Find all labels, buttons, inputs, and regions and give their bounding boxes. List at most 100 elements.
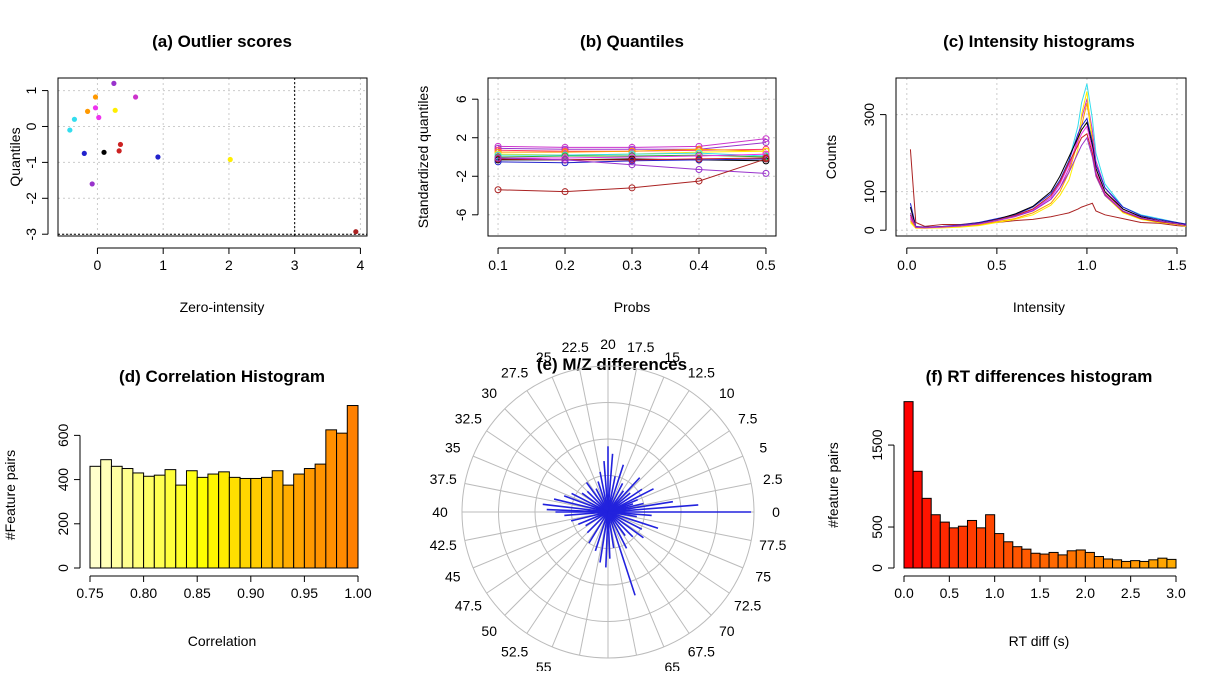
series-line (909, 117, 1187, 228)
radial-gridline (607, 511, 730, 594)
angle-label: 35 (445, 440, 461, 456)
x-axis-label-c: Intensity (1013, 299, 1065, 315)
histogram-bar (903, 401, 914, 569)
histogram-bar (966, 519, 978, 569)
series-point (762, 139, 770, 147)
y-tick-label-a: -1 (23, 156, 39, 169)
plot-frame-b (487, 77, 777, 237)
radial-gridline (526, 390, 609, 513)
y-tick-label-a: -2 (23, 192, 39, 205)
histogram-bar (282, 484, 295, 569)
y-tick-label-f: 500 (869, 515, 885, 539)
angle-label: 27.5 (501, 364, 528, 380)
y-axis-label-d: #Feature pairs (2, 450, 18, 540)
histogram-bar (293, 473, 305, 569)
histogram-bar (89, 465, 102, 569)
histogram-bar (153, 474, 166, 569)
histogram-bar (100, 459, 112, 569)
y-tick-label-d: 400 (55, 468, 71, 492)
x-tick-label-f: 0.5 (940, 585, 960, 601)
histogram-bar (985, 514, 996, 569)
radial-spoke (570, 511, 609, 522)
radial-spoke (542, 503, 609, 513)
x-tick-label-f: 3.0 (1166, 585, 1186, 601)
radial-gridline (551, 376, 609, 513)
radial-spoke (599, 471, 609, 513)
angle-label: 75 (755, 568, 771, 584)
radial-gridline (526, 511, 609, 634)
radial-spoke (594, 511, 609, 552)
series-point (561, 152, 569, 160)
angle-label: 7.5 (738, 411, 758, 427)
radial-spoke (607, 477, 641, 513)
histogram-bar (1166, 558, 1177, 569)
radial-gridline (607, 390, 690, 513)
radial-gridline (607, 408, 712, 513)
series-line (498, 142, 767, 150)
series-point (561, 156, 569, 164)
radial-gridline (607, 511, 637, 656)
histogram-bar (930, 514, 941, 569)
x-tick-label-c: 1.5 (1167, 257, 1187, 273)
scatter-point (117, 141, 124, 148)
x-tick-label-d: 1.00 (344, 585, 371, 601)
angle-label: 15 (665, 349, 681, 365)
series-point (561, 154, 569, 162)
panel-f-rt-differences-histogram: (f) RT differences histogram RT diff (s) #… (825, 367, 1186, 649)
histogram-bar (196, 476, 209, 569)
chart-title-c: (c) Intensity histograms (943, 32, 1135, 51)
histogram-bar (957, 525, 968, 569)
radial-gridline (607, 483, 752, 513)
radial-spoke (607, 500, 674, 513)
histogram-bar (325, 429, 338, 569)
x-tick-label-a: 1 (159, 257, 167, 273)
radial-spoke (607, 511, 634, 538)
radial-gridline (551, 511, 609, 648)
angle-label: 2.5 (763, 471, 783, 487)
y-tick-label-c: 100 (861, 180, 877, 204)
scatter-point (227, 156, 233, 163)
series-point (561, 143, 569, 151)
x-tick-label-b: 0.2 (555, 257, 575, 273)
series-line (910, 102, 1187, 229)
histogram-bar (228, 476, 241, 569)
radial-spoke (563, 495, 609, 513)
series-point (762, 157, 770, 165)
histogram-bar (1021, 548, 1032, 569)
histogram-bar (336, 432, 348, 569)
series-line (909, 149, 1187, 227)
histogram-bar (1030, 552, 1041, 569)
series-line (909, 124, 1187, 229)
histogram-bar (1157, 557, 1168, 569)
histogram-bar (314, 463, 327, 569)
histogram-bar (921, 497, 932, 569)
scatter-point (101, 149, 107, 155)
y-axis-label-a: Quantiles (7, 127, 23, 186)
panel-b-quantiles: (b) Quantiles Probs Standardized quantiles… (415, 32, 777, 315)
chart-title-d: (d) Correlation Histogram (119, 367, 325, 386)
x-tick-label-c: 0.0 (897, 257, 917, 273)
series-point (695, 177, 703, 185)
series-line (498, 157, 766, 174)
scatter-point (81, 150, 87, 157)
histogram-bar (185, 470, 198, 569)
radial-spoke (585, 511, 609, 527)
chart-title-f: (f) RT differences histogram (926, 367, 1153, 386)
x-tick-label-d: 0.80 (130, 585, 157, 601)
x-tick-label-d: 0.95 (291, 585, 318, 601)
y-tick-label-a: 1 (23, 86, 39, 94)
radial-spoke (553, 498, 609, 513)
radial-spoke (571, 492, 609, 513)
angle-label: 42.5 (430, 537, 457, 553)
x-tick-label-f: 2.5 (1121, 585, 1141, 601)
series-point (762, 169, 770, 177)
histogram-bar (1130, 560, 1141, 569)
histogram-bar (1093, 556, 1104, 569)
scatter-point (89, 181, 95, 187)
histogram-bar (239, 477, 252, 569)
radial-spoke (607, 511, 659, 530)
scatter-point (111, 80, 117, 86)
y-tick-label-b: 2 (453, 134, 469, 142)
radial-spoke (607, 504, 699, 513)
